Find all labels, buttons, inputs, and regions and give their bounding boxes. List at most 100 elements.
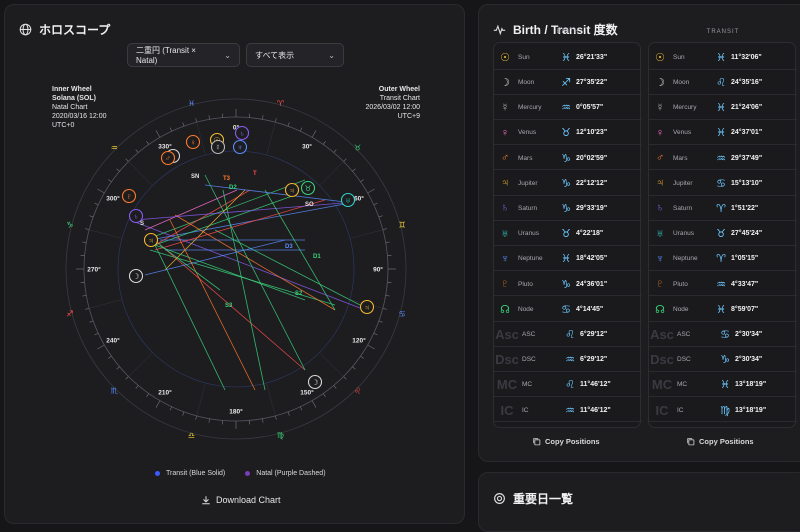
- degree-value: 29°37'49": [731, 155, 762, 162]
- planet-glyph-icon: ♄: [649, 202, 671, 214]
- zodiac-sign-icon: ♓: [715, 378, 735, 391]
- degree-tick: [262, 419, 263, 423]
- birth-row: ♆Neptune♓18°42'05": [494, 248, 642, 272]
- planet-marker-glyph: ☿: [215, 143, 221, 152]
- degree-tick: [156, 130, 160, 137]
- zodiac-sign-glyph: ♈: [277, 99, 284, 108]
- degree-tick: [82, 295, 86, 296]
- copy-birth-positions-button[interactable]: Copy Positions: [532, 437, 600, 446]
- degree-value: 13°18'19": [735, 407, 766, 414]
- degree-tick: [379, 321, 383, 322]
- degree-tick: [275, 118, 276, 122]
- chart-mode-select[interactable]: 二重円 (Transit × Natal) ⌄: [127, 43, 240, 67]
- degree-value: 27°35'22": [576, 79, 607, 86]
- degree-tick: [126, 159, 129, 162]
- birth-column-header: BIRTH: [494, 29, 642, 35]
- copy-transit-positions-button[interactable]: Copy Positions: [686, 437, 754, 446]
- degree-value: 0°05'57": [576, 104, 603, 111]
- house-cusp-line: [267, 383, 276, 416]
- zodiac-sign-glyph: ♋: [399, 310, 406, 319]
- zodiac-sign-icon: ♒: [711, 278, 731, 291]
- planet-marker-glyph: ♆: [237, 143, 243, 152]
- degree-tick: [209, 419, 210, 423]
- point-label-s2: S2: [295, 291, 303, 297]
- house-cusp-line: [319, 162, 343, 186]
- planet-name: MC: [520, 381, 560, 388]
- planet-marker-glyph: ♃: [289, 186, 295, 195]
- birth-row: ♅Uranus♉4°22'18": [494, 222, 642, 246]
- degree-value: 11°32'06": [731, 54, 762, 61]
- planet-glyph-icon: ♆: [649, 253, 671, 265]
- planet-marker-glyph: ♄: [133, 212, 139, 221]
- chart-legend: Transit (Blue Solid) Natal (Purple Dashe…: [155, 470, 326, 477]
- birth-row: ☉Sun♓26°21'33": [494, 46, 642, 70]
- legend-natal: Natal (Purple Dashed): [245, 470, 325, 477]
- degree-label: 60°: [354, 195, 364, 203]
- zodiac-sign-icon: ♍: [715, 404, 735, 417]
- degree-tick: [108, 180, 111, 182]
- degree-value: 21°24'06": [731, 104, 762, 111]
- degree-tick: [343, 376, 346, 379]
- degree-label: 30°: [302, 143, 312, 151]
- download-chart-button[interactable]: Download Chart: [201, 495, 281, 505]
- display-filter-select[interactable]: すべて表示 ⌄: [246, 43, 344, 67]
- degree-label: 210°: [158, 388, 172, 396]
- horoscope-wheel[interactable]: 0°30°60°90°120°150°180°210°240°270°300°3…: [5, 90, 466, 460]
- chart-mode-value: 二重円 (Transit × Natal): [136, 45, 218, 65]
- degree-tick: [386, 295, 390, 296]
- planet-glyph-icon: Asc: [649, 327, 675, 342]
- degree-label: 120°: [352, 337, 366, 345]
- planet-glyph-icon: ♅: [494, 228, 516, 240]
- zodiac-sign-glyph: ♎: [188, 431, 195, 440]
- house-cusp-line: [89, 230, 122, 239]
- zodiac-sign-icon: ♓: [711, 126, 731, 139]
- degree-tick: [82, 242, 86, 243]
- zodiac-sign-icon: ♑: [556, 202, 576, 215]
- degree-tick: [288, 122, 289, 126]
- degree-tick: [368, 189, 375, 193]
- degree-label: 240°: [106, 337, 120, 345]
- horoscope-panel: ホロスコープ 二重円 (Transit × Natal) ⌄ すべて表示 ⌄ I…: [4, 4, 465, 524]
- zodiac-sign-icon: ♑: [715, 353, 735, 366]
- planet-marker-glyph: ♄: [239, 129, 245, 138]
- planet-name: Uranus: [671, 230, 711, 237]
- degree-tick: [262, 115, 263, 119]
- zodiac-sign-glyph: ♒: [111, 143, 118, 152]
- point-label-d3: D3: [285, 244, 293, 250]
- zodiac-sign-icon: ♑: [556, 152, 576, 165]
- degree-tick: [97, 345, 104, 349]
- planet-name: Mars: [516, 155, 556, 162]
- zodiac-sign-glyph: ♉: [354, 143, 361, 152]
- planet-glyph-icon: ☉: [494, 51, 516, 64]
- degree-tick: [147, 394, 149, 397]
- planet-name: Jupiter: [516, 180, 556, 187]
- planet-glyph-icon: ♃: [494, 177, 516, 189]
- zodiac-sign-icon: ♓: [556, 252, 576, 265]
- zodiac-sign-icon: ♌: [560, 328, 580, 341]
- degree-tick: [368, 345, 375, 349]
- transit-row: ☿Mercury♓21°24'06": [649, 96, 797, 120]
- degree-tick: [374, 333, 378, 335]
- house-cusp-line: [319, 352, 343, 376]
- degree-ticks: [76, 109, 396, 429]
- planet-glyph-icon: ☉: [649, 51, 671, 64]
- point-label-s3: S3: [225, 303, 233, 309]
- zodiac-sign-icon: ♑: [556, 177, 576, 190]
- point-label-d2: D2: [229, 185, 237, 191]
- planet-glyph-icon: ♄: [494, 202, 516, 214]
- degree-value: 15°13'10": [731, 180, 762, 187]
- point-label-d1: D1: [313, 254, 321, 260]
- planet-glyph-icon: ☿: [649, 102, 671, 114]
- degree-tick: [156, 401, 160, 408]
- legend-natal-label: Natal (Purple Dashed): [256, 470, 325, 477]
- degree-tick: [89, 321, 93, 322]
- degree-tick: [300, 407, 302, 411]
- planet-name: Venus: [671, 129, 711, 136]
- degree-tick: [196, 416, 197, 420]
- planet-name: IC: [520, 407, 560, 414]
- planet-glyph-icon: ♀: [494, 127, 516, 139]
- degree-label: 150°: [300, 388, 314, 396]
